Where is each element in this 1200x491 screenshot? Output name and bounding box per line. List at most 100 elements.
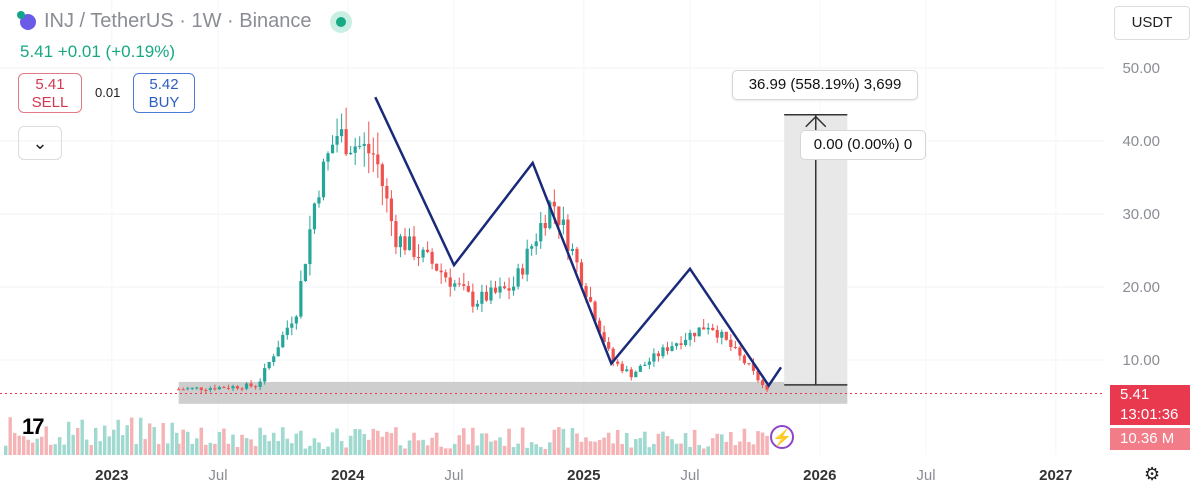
sell-price: 5.41 <box>35 76 65 93</box>
candle-body <box>715 330 719 338</box>
volume-bar <box>552 429 557 455</box>
candle-body <box>362 143 366 146</box>
volume-bar <box>235 447 240 455</box>
candle-body <box>697 327 701 337</box>
volume-bar <box>366 439 371 455</box>
volume-bar <box>724 441 729 455</box>
volume-bar <box>407 440 412 455</box>
volume-bar <box>267 441 271 455</box>
x-tick-label: 2023 <box>95 467 128 484</box>
volume-bar <box>502 445 507 455</box>
candle-body <box>616 361 620 364</box>
candle-body <box>751 363 756 371</box>
volume-bar <box>208 442 213 455</box>
candle-body <box>552 201 556 207</box>
candle-body <box>299 281 303 317</box>
buy-button[interactable]: 5.42 BUY <box>133 73 195 113</box>
candle-body <box>507 288 511 291</box>
y-tick-label: 20.00 <box>1122 279 1160 296</box>
volume-bar <box>303 448 308 455</box>
candle-body <box>674 343 679 347</box>
candle-body <box>511 286 516 291</box>
volume-bar <box>26 439 30 455</box>
candle-body <box>281 334 285 348</box>
collapse-button[interactable]: ⌄ <box>18 126 62 160</box>
candle-body <box>534 241 538 247</box>
volume-bar <box>692 429 697 455</box>
candle-body <box>466 285 470 292</box>
volume-bar <box>31 442 35 455</box>
volume-bar <box>430 437 434 455</box>
volume-bar <box>125 425 129 455</box>
candle-body <box>502 286 507 289</box>
x-tick-label: Jul <box>916 467 935 484</box>
currency-selector[interactable]: USDT <box>1114 6 1190 40</box>
volume-bar <box>53 444 57 455</box>
volume-bar <box>213 443 217 455</box>
candle-body <box>376 154 380 165</box>
volume-bar <box>353 429 357 455</box>
last-price-tag: 5.41 <box>1110 385 1190 405</box>
volume-bar <box>130 417 134 455</box>
volume-bar <box>738 441 742 455</box>
volume-bar <box>688 446 692 455</box>
candle-body <box>597 320 602 333</box>
volume-bar <box>40 436 44 455</box>
candle-body <box>638 365 642 372</box>
volume-bar <box>511 447 516 455</box>
volume-bar <box>240 434 244 455</box>
countdown-tag: 13:01:36 <box>1110 405 1190 425</box>
buy-label: BUY <box>148 94 180 111</box>
candle-body <box>765 384 769 390</box>
candle-body <box>521 268 525 275</box>
volume-bar <box>751 444 756 455</box>
volume-bar <box>380 436 385 455</box>
candle-body <box>702 327 706 330</box>
volume-bar <box>633 439 638 455</box>
y-tick-label: 10.00 <box>1122 352 1160 369</box>
volume-bar <box>443 448 448 455</box>
volume-bar <box>107 436 111 455</box>
volume-bar <box>385 431 389 455</box>
candle-body <box>611 348 615 362</box>
volume-bar <box>166 443 170 455</box>
volume-bar <box>62 444 66 455</box>
volume-bar <box>376 430 380 455</box>
volume-bar <box>656 433 661 455</box>
candle-body <box>647 361 651 365</box>
candle-body <box>290 323 294 328</box>
candle-body <box>711 327 715 331</box>
volume-bar <box>85 439 89 455</box>
volume-bar <box>181 429 185 455</box>
candle-body <box>733 347 737 349</box>
candle-body <box>208 388 212 390</box>
x-tick-label: 2027 <box>1039 467 1072 484</box>
volume-bar <box>76 428 80 455</box>
symbol-header[interactable]: INJ / TetherUS · 1W · Binance <box>17 10 352 33</box>
settings-icon[interactable]: ⚙ <box>1144 464 1161 484</box>
volume-bar <box>661 431 665 455</box>
candle-body <box>380 164 384 186</box>
sell-button[interactable]: 5.41 SELL <box>18 73 82 113</box>
volume-bar <box>715 433 720 455</box>
volume-bar <box>22 436 26 455</box>
volume-bar <box>244 438 249 455</box>
volume-bar <box>258 427 262 455</box>
candle-body <box>747 363 751 365</box>
volume-bar <box>249 439 253 455</box>
volume-bar <box>371 428 376 455</box>
volume-bar <box>175 432 179 455</box>
volume-bar <box>89 445 93 455</box>
candle-body <box>652 353 656 362</box>
candle-body <box>416 256 421 258</box>
zigzag-pattern <box>374 96 783 388</box>
candle-body <box>588 297 593 302</box>
lightning-icon[interactable]: ⚡ <box>770 425 794 449</box>
market-status-icon <box>329 10 352 33</box>
volume-bar <box>719 434 724 455</box>
volume-bar <box>742 428 747 455</box>
volume-bar <box>335 428 339 455</box>
volume-bar <box>71 434 75 455</box>
volume-bar <box>466 444 471 455</box>
